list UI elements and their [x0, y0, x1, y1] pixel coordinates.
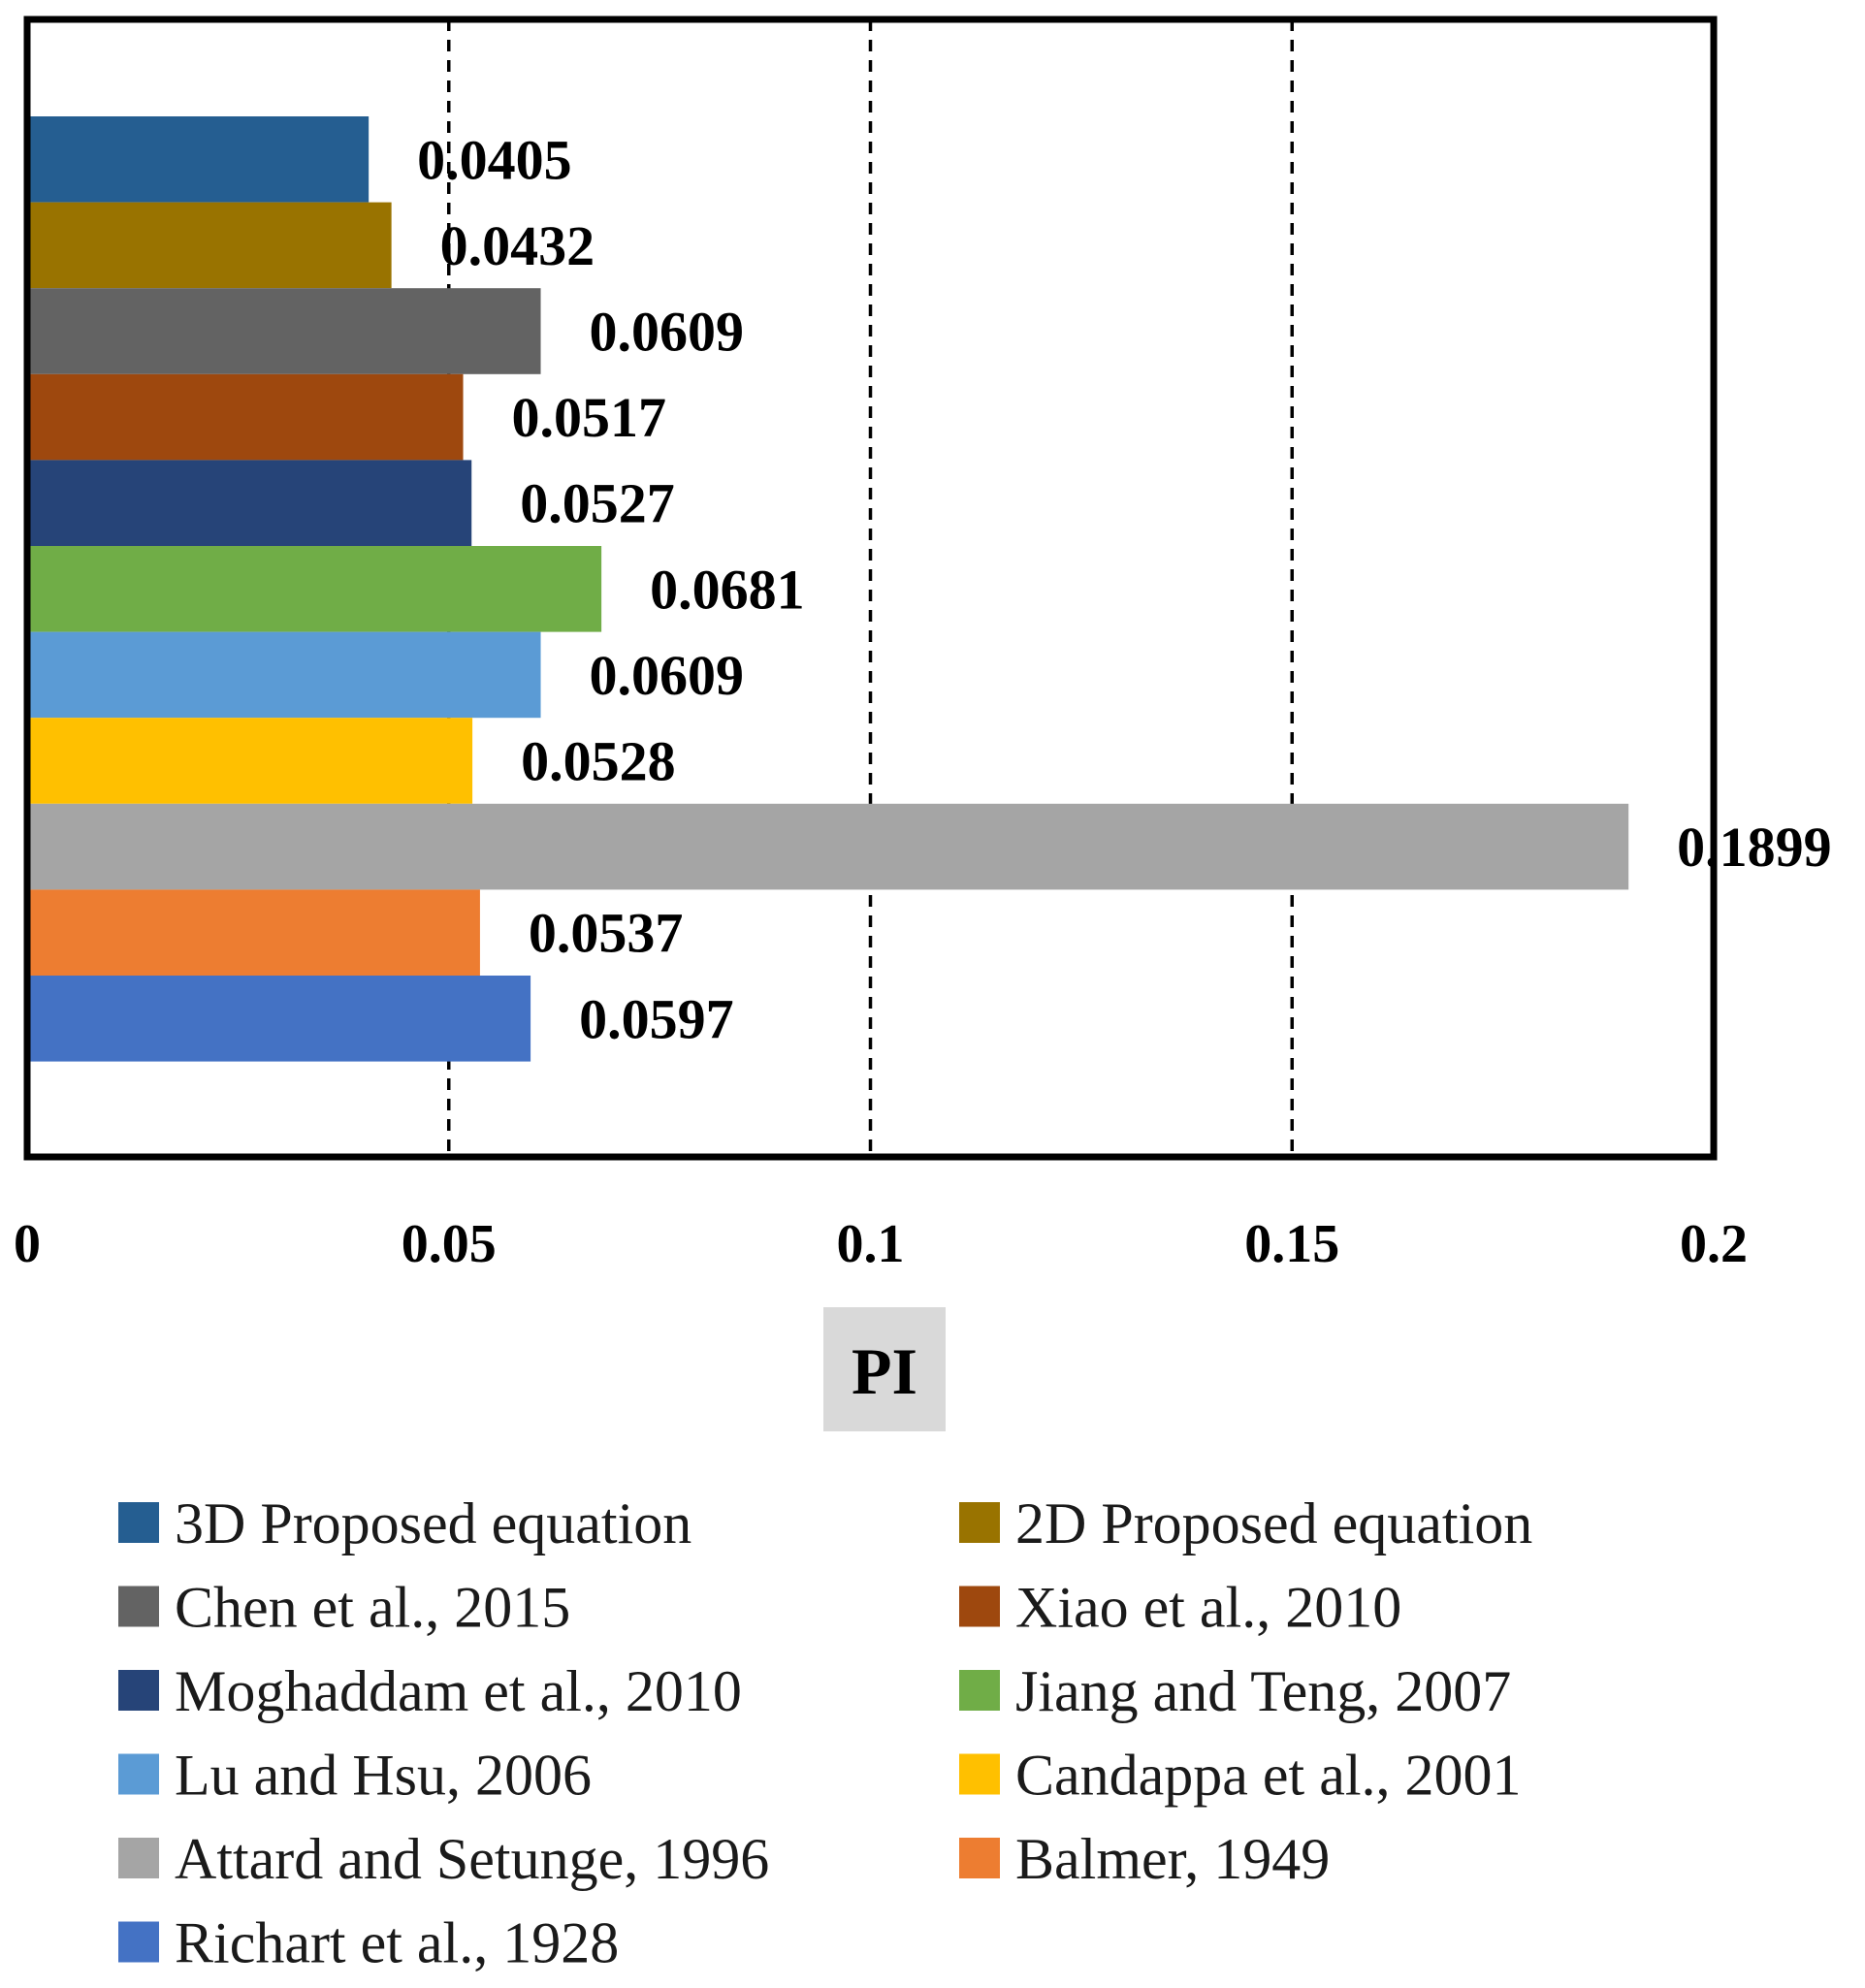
legend-label: Moghaddam et al., 2010 — [175, 1659, 742, 1723]
legend-label: Attard and Setunge, 1996 — [175, 1827, 769, 1891]
legend-item-xiao-et-al-2010: Xiao et al., 2010 — [959, 1576, 1401, 1640]
x-axis-title: PI — [823, 1307, 946, 1431]
data-label-xiao-et-al-2010: 0.0517 — [512, 386, 667, 449]
legend-label: Xiao et al., 2010 — [1015, 1576, 1401, 1640]
data-label-lu-and-hsu-2006: 0.0609 — [590, 644, 745, 707]
legend-swatch — [959, 1502, 1000, 1543]
data-label-attard-and-setunge-1996: 0.1899 — [1677, 816, 1832, 879]
legend-swatch — [959, 1670, 1000, 1711]
data-label-candappa-et-al-2001: 0.0528 — [521, 730, 676, 793]
bar-chen-et-al-2015 — [27, 288, 541, 374]
legend-label: 2D Proposed equation — [1015, 1491, 1532, 1555]
legend-label: Candappa et al., 2001 — [1015, 1744, 1522, 1808]
data-label-moghaddam-et-al-2010: 0.0527 — [520, 472, 675, 535]
bar-lu-and-hsu-2006 — [27, 631, 541, 719]
bars — [27, 116, 1629, 1062]
legend-label: Lu and Hsu, 2006 — [175, 1744, 592, 1808]
legend-label: Richart et al., 1928 — [175, 1911, 619, 1975]
legend-item-attard-and-setunge-1996: Attard and Setunge, 1996 — [118, 1827, 769, 1891]
data-label-3d-proposed-equation: 0.0405 — [417, 128, 571, 191]
legend-swatch — [118, 1670, 159, 1711]
data-label-chen-et-al-2015: 0.0609 — [590, 301, 745, 364]
x-tick-label: 0.15 — [1244, 1214, 1339, 1274]
legend-swatch — [118, 1838, 159, 1878]
bar-richart-et-al-1928 — [27, 976, 531, 1062]
x-axis-tick-labels: 0 0.05 0.1 0.15 0.2 — [14, 1214, 1748, 1274]
bar-moghaddam-et-al-2010 — [27, 460, 472, 546]
legend-swatch — [118, 1586, 159, 1627]
legend-item-balmer-1949: Balmer, 1949 — [959, 1827, 1330, 1891]
data-label-richart-et-al-1928: 0.0597 — [579, 987, 734, 1050]
legend-label: 3D Proposed equation — [175, 1491, 691, 1555]
bar-2d-proposed-equation — [27, 202, 392, 289]
legend-item-candappa-et-al-2001: Candappa et al., 2001 — [959, 1744, 1522, 1808]
x-axis-title-text: PI — [852, 1334, 917, 1408]
plot-area-frame — [23, 16, 1718, 1161]
legend-item-chen-et-al-2015: Chen et al., 2015 — [118, 1576, 570, 1640]
bar-balmer-1949 — [27, 889, 480, 976]
legend-swatch — [118, 1753, 159, 1795]
bar-jiang-and-teng-2007 — [27, 546, 602, 632]
legend-label: Balmer, 1949 — [1015, 1827, 1330, 1891]
bar-candappa-et-al-2001 — [27, 718, 473, 804]
legend-swatch — [959, 1586, 1000, 1627]
legend-item-richart-et-al-1928: Richart et al., 1928 — [118, 1911, 619, 1975]
data-label-2d-proposed-equation: 0.0432 — [440, 214, 595, 277]
data-label-balmer-1949: 0.0537 — [529, 902, 684, 965]
legend-swatch — [118, 1502, 159, 1543]
legend-label: Chen et al., 2015 — [175, 1576, 570, 1640]
legend-swatch — [118, 1921, 159, 1963]
legend-swatch — [959, 1753, 1000, 1795]
x-tick-label: 0 — [14, 1214, 41, 1274]
legend-swatch — [959, 1838, 1000, 1878]
bar-3d-proposed-equation — [27, 116, 370, 203]
legend: 3D Proposed equation 2D Proposed equation… — [118, 1491, 1532, 1975]
x-axis-title-background — [823, 1307, 946, 1431]
legend-item-3d-proposed-equation: 3D Proposed equation — [118, 1491, 691, 1555]
bar-xiao-et-al-2010 — [27, 373, 464, 461]
x-tick-label: 0.05 — [402, 1214, 497, 1274]
legend-item-moghaddam-et-al-2010: Moghaddam et al., 2010 — [118, 1659, 742, 1723]
bar-attard-and-setunge-1996 — [27, 803, 1629, 890]
x-tick-label: 0.2 — [1680, 1214, 1748, 1274]
x-tick-label: 0.1 — [837, 1214, 905, 1274]
legend-item-jiang-and-teng-2007: Jiang and Teng, 2007 — [959, 1659, 1511, 1723]
data-labels: 0.0405 0.0432 0.0609 0.0517 0.0527 0.0681 0.06… — [417, 128, 1832, 1050]
legend-item-2d-proposed-equation: 2D Proposed equation — [959, 1491, 1532, 1555]
legend-label: Jiang and Teng, 2007 — [1015, 1659, 1511, 1723]
data-label-jiang-and-teng-2007: 0.0681 — [650, 558, 805, 621]
legend-item-lu-and-hsu-2006: Lu and Hsu, 2006 — [118, 1744, 592, 1808]
